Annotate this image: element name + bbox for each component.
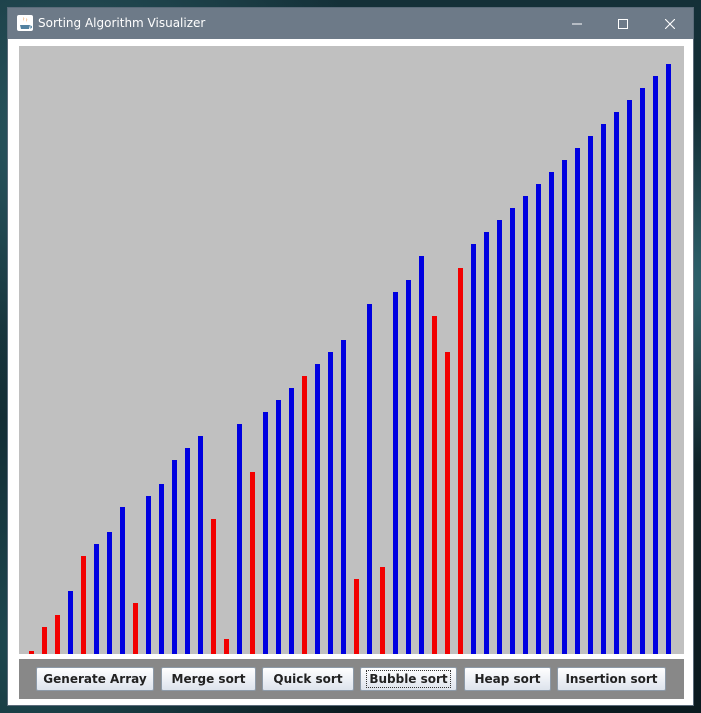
- minimize-icon: [572, 23, 582, 24]
- array-bar: [523, 196, 528, 654]
- app-window: Sorting Algorithm Visualizer Generate Ar…: [8, 8, 693, 705]
- array-bar: [432, 316, 437, 654]
- array-bar: [484, 232, 489, 654]
- window-title: Sorting Algorithm Visualizer: [38, 16, 206, 30]
- array-bar: [276, 400, 281, 654]
- title-bar[interactable]: Sorting Algorithm Visualizer: [8, 8, 693, 39]
- array-bar: [94, 544, 99, 654]
- array-bar: [172, 460, 177, 654]
- array-bar: [575, 148, 580, 654]
- array-bar: [601, 124, 606, 654]
- array-bar: [510, 208, 515, 654]
- array-bar: [289, 388, 294, 654]
- control-panel: Generate Array Merge sort Quick sort Bub…: [19, 659, 684, 699]
- java-icon: [17, 15, 33, 31]
- array-bar: [562, 160, 567, 654]
- array-bar: [380, 567, 385, 654]
- array-bar: [614, 112, 619, 654]
- array-bar: [68, 591, 73, 654]
- generate-array-button[interactable]: Generate Array: [36, 667, 154, 691]
- merge-sort-label: Merge sort: [171, 672, 246, 686]
- array-bar: [653, 76, 658, 654]
- array-bar: [328, 352, 333, 654]
- array-bar: [536, 184, 541, 654]
- array-bar: [55, 615, 60, 654]
- control-frame: Generate Array Merge sort Quick sort Bub…: [8, 657, 693, 705]
- array-bar: [263, 412, 268, 654]
- array-bar: [341, 340, 346, 654]
- array-bar: [120, 507, 125, 654]
- array-bar: [640, 88, 645, 654]
- array-bar: [588, 136, 593, 654]
- array-bar: [354, 579, 359, 654]
- array-bar: [224, 639, 229, 654]
- array-bar: [367, 304, 372, 654]
- minimize-button[interactable]: [554, 8, 600, 39]
- maximize-icon: [618, 18, 628, 29]
- quick-sort-button[interactable]: Quick sort: [262, 667, 354, 691]
- array-bar: [458, 268, 463, 654]
- bubble-sort-button[interactable]: Bubble sort: [360, 667, 457, 691]
- array-bar: [666, 64, 671, 654]
- array-bar: [549, 172, 554, 654]
- generate-array-label: Generate Array: [43, 672, 147, 686]
- insertion-sort-button[interactable]: Insertion sort: [557, 667, 666, 691]
- maximize-button[interactable]: [600, 8, 646, 39]
- close-icon: [665, 18, 675, 29]
- insertion-sort-label: Insertion sort: [565, 672, 658, 686]
- array-bar: [445, 352, 450, 654]
- array-bar: [198, 436, 203, 654]
- merge-sort-button[interactable]: Merge sort: [161, 667, 256, 691]
- array-bar: [315, 364, 320, 654]
- array-bar: [107, 532, 112, 654]
- array-bar: [185, 448, 190, 654]
- array-bar: [159, 484, 164, 654]
- array-bar: [627, 100, 632, 654]
- array-bar: [42, 627, 47, 654]
- visualizer-frame: [8, 39, 693, 657]
- array-bar: [81, 556, 86, 654]
- heap-sort-label: Heap sort: [474, 672, 541, 686]
- array-bar: [406, 280, 411, 654]
- quick-sort-label: Quick sort: [273, 672, 343, 686]
- array-bar: [133, 603, 138, 654]
- bubble-sort-label: Bubble sort: [366, 670, 451, 688]
- close-button[interactable]: [647, 8, 693, 39]
- array-bar: [237, 424, 242, 654]
- array-bar: [497, 220, 502, 654]
- array-bar: [393, 292, 398, 654]
- bar-canvas: [19, 46, 684, 654]
- array-bar: [29, 651, 34, 654]
- array-bar: [250, 472, 255, 654]
- array-bar: [146, 496, 151, 654]
- array-bar: [419, 256, 424, 654]
- array-bar: [471, 244, 476, 654]
- array-bar: [211, 519, 216, 654]
- heap-sort-button[interactable]: Heap sort: [464, 667, 551, 691]
- array-bar: [302, 376, 307, 654]
